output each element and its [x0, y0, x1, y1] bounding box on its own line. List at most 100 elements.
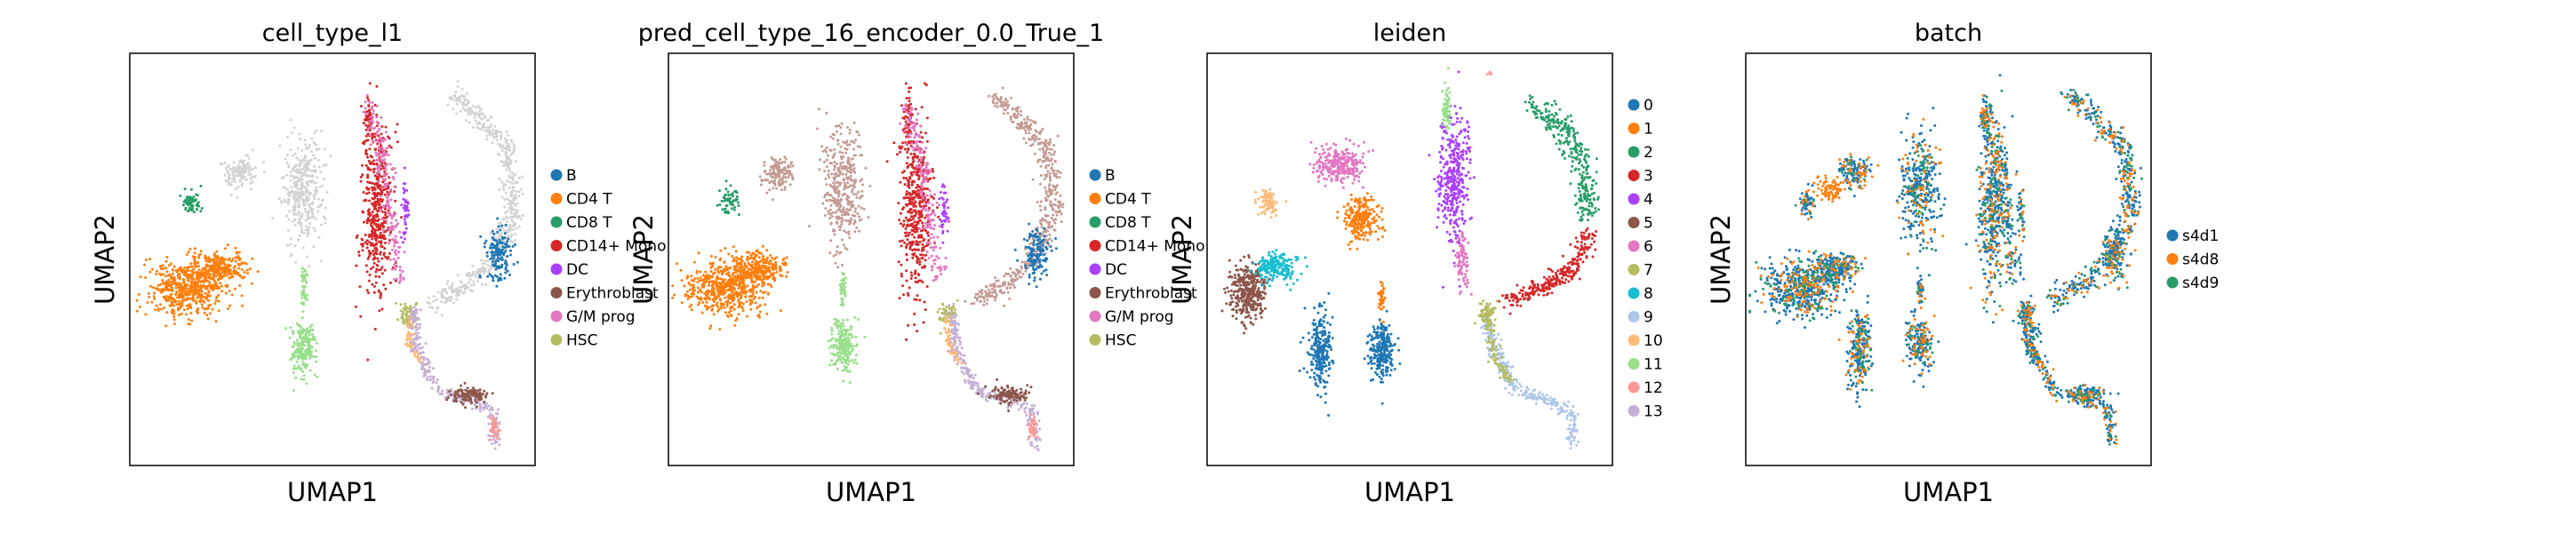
umap-point: [322, 163, 325, 167]
umap-point: [724, 296, 727, 299]
umap-point: [758, 274, 762, 278]
umap-point: [848, 128, 852, 131]
umap-point: [722, 303, 725, 306]
umap-point: [511, 151, 515, 155]
umap-point: [383, 237, 387, 241]
umap-point: [220, 272, 223, 275]
umap-point: [731, 200, 734, 203]
umap-point: [388, 163, 392, 166]
umap-point: [750, 253, 753, 257]
umap-point: [506, 179, 508, 183]
umap-point: [368, 133, 372, 136]
umap-point: [165, 270, 169, 274]
umap-point: [370, 181, 373, 185]
umap-point: [239, 166, 243, 170]
umap-point: [831, 155, 835, 159]
umap-point: [181, 295, 185, 298]
umap-point: [364, 234, 367, 236]
umap-point: [398, 266, 402, 268]
umap-point: [460, 95, 464, 99]
umap-point: [500, 180, 504, 184]
umap-point: [404, 215, 407, 219]
umap-point: [757, 282, 761, 286]
umap-point: [732, 292, 735, 296]
umap-point: [380, 175, 384, 179]
umap-point: [511, 178, 515, 181]
umap-point: [208, 268, 212, 272]
umap-point: [675, 262, 678, 266]
umap-point: [305, 173, 308, 177]
umap-point: [727, 211, 731, 215]
umap-point: [844, 172, 848, 176]
umap-point: [308, 325, 312, 329]
umap-point: [151, 286, 155, 290]
umap-point: [719, 266, 723, 269]
umap-point: [450, 297, 453, 300]
umap-point: [494, 130, 498, 133]
umap-point: [372, 285, 376, 288]
umap-point: [388, 252, 391, 255]
umap-point: [171, 301, 174, 305]
umap-point: [178, 292, 181, 296]
umap-point: [716, 309, 720, 313]
umap-point: [689, 283, 692, 287]
umap-point: [784, 172, 788, 176]
umap-point: [317, 147, 321, 151]
umap-point: [300, 174, 303, 178]
umap-point: [370, 242, 373, 245]
umap-point: [734, 319, 738, 322]
umap-point: [732, 268, 736, 272]
umap-point: [463, 381, 467, 385]
umap-point: [316, 375, 319, 378]
umap-point: [505, 130, 508, 133]
umap-point: [188, 247, 192, 251]
umap-point: [394, 267, 396, 271]
umap-point: [501, 251, 505, 255]
umap-point: [440, 300, 444, 304]
umap-point: [737, 204, 740, 208]
umap-point: [164, 259, 168, 263]
umap-point: [716, 266, 720, 270]
umap-point: [716, 274, 719, 278]
umap-point: [499, 278, 502, 282]
umap-point: [729, 203, 732, 205]
umap-point: [517, 190, 521, 194]
umap-point: [714, 256, 717, 259]
umap-point: [391, 248, 394, 251]
umap-point: [860, 206, 863, 210]
umap-point: [716, 203, 719, 207]
umap-point: [228, 174, 231, 178]
umap-point: [404, 231, 407, 235]
umap-point: [472, 280, 476, 283]
umap-point: [321, 199, 324, 203]
umap-point: [301, 361, 305, 364]
umap-point: [188, 200, 192, 203]
umap-point: [835, 211, 838, 214]
umap-point: [389, 281, 392, 284]
umap-point: [208, 275, 212, 279]
umap-point: [825, 111, 828, 115]
umap-point: [301, 328, 305, 331]
umap-point: [388, 227, 391, 230]
umap-point: [194, 284, 197, 288]
umap-point: [513, 208, 516, 211]
umap-point: [366, 117, 369, 120]
umap-panel-2: pred_cell_type_16_encoder_0.0_True_1UMAP…: [628, 20, 1204, 507]
umap-point: [303, 297, 307, 300]
umap-point: [476, 126, 479, 130]
umap-point: [365, 246, 369, 250]
umap-point: [199, 210, 203, 213]
umap-point: [313, 373, 316, 377]
umap-point: [504, 191, 508, 195]
umap-point: [454, 99, 458, 102]
umap-point: [839, 251, 843, 254]
umap-point: [502, 228, 506, 232]
umap-point: [227, 171, 230, 174]
umap-point: [162, 273, 165, 276]
umap-point: [783, 186, 787, 189]
umap-point: [765, 267, 769, 270]
umap-point: [155, 273, 158, 276]
umap-point: [306, 228, 309, 231]
umap-point: [280, 176, 284, 179]
umap-point: [692, 279, 695, 282]
